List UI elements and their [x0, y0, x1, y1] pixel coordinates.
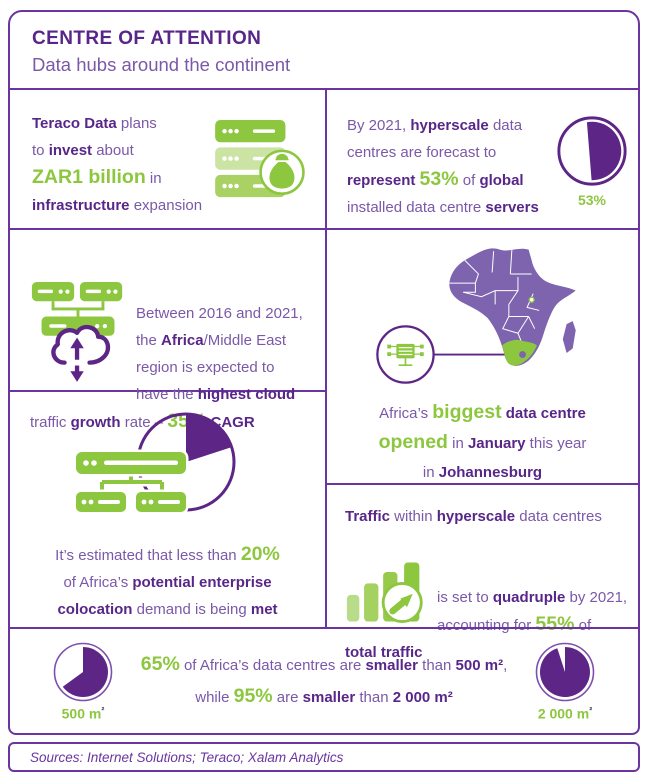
hyperscale-text: By 2021, hyperscale data centres are for… — [347, 117, 539, 216]
cloud-transfer-servers-icon — [31, 282, 123, 382]
pie-chart-65-icon — [53, 642, 113, 701]
size-small-pie-block: 500 m² — [52, 641, 114, 722]
south-africa-highlight — [501, 339, 537, 366]
colocation-text: It’s estimated that less than 20% of Afr… — [55, 543, 280, 618]
africa-silhouette — [448, 248, 576, 366]
cell-cloud-growth: Between 2016 and 2021, the Africa/Middle… — [10, 230, 327, 432]
pie-53-label: 53% — [577, 192, 607, 208]
map-text: Africa’s biggest data centre opened in J… — [378, 401, 587, 481]
page-subtitle: Data hubs around the continent — [32, 54, 291, 75]
size-text: 65% of Africa’s data centres are smaller… — [140, 653, 508, 707]
lesotho — [518, 351, 526, 358]
cell-hyperscale-forecast: By 2021, hyperscale data centres are for… — [327, 90, 638, 230]
sources-text: Sources: Internet Solutions; Teraco; Xal… — [30, 749, 344, 765]
size-large-pie-block: 2 000 m² — [534, 641, 596, 722]
page-title: CENTRE OF ATTENTION — [32, 28, 262, 49]
teraco-text: Teraco Data plans to invest about ZAR1 b… — [32, 115, 203, 214]
cloud-text-wrap: Between 2016 and 2021, the Africa/Middle… — [30, 246, 311, 436]
server-stack-money-bag-icon — [215, 120, 305, 198]
traffic-rest-text: is set to quadruple by 2021, accounting … — [345, 589, 628, 661]
header: CENTRE OF ATTENTION Data hubs around the… — [10, 12, 638, 90]
cell-traffic-quadruple: Traffic within hyperscale data centres i… — [327, 485, 638, 661]
cell-colocation-demand: It’s estimated that less than 20% of Afr… — [10, 392, 327, 627]
traffic-rest-wrap: is set to quadruple by 2021, accounting … — [345, 530, 628, 666]
sources-footer: Sources: Internet Solutions; Teraco; Xal… — [8, 742, 640, 772]
growth-bars-arrow-icon — [346, 562, 423, 623]
pie-65-label: 500 m² — [61, 704, 105, 722]
pie-95-label: 2 000 m² — [537, 704, 593, 722]
africa-map — [375, 248, 576, 384]
data-centre-icon — [386, 343, 424, 366]
lake-marker — [528, 296, 535, 303]
madagascar — [562, 321, 576, 353]
traffic-line1: Traffic within hyperscale data centres — [345, 508, 602, 525]
cell-biggest-data-centre: Africa’s biggest data centre opened in J… — [327, 230, 638, 485]
pie-chart-53-icon — [557, 116, 627, 186]
servers-pie-chart-icon — [73, 412, 235, 515]
pie-chart-95-icon — [535, 642, 595, 701]
cell-size-stats: 500 m² 65% of Africa’s data centres are … — [10, 627, 638, 733]
infographic-frame: CENTRE OF ATTENTION Data hubs around the… — [8, 10, 640, 735]
cell-teraco-investment: Teraco Data plans to invest about ZAR1 b… — [10, 90, 327, 230]
hyperscale-pie-block: 53% — [554, 112, 630, 228]
